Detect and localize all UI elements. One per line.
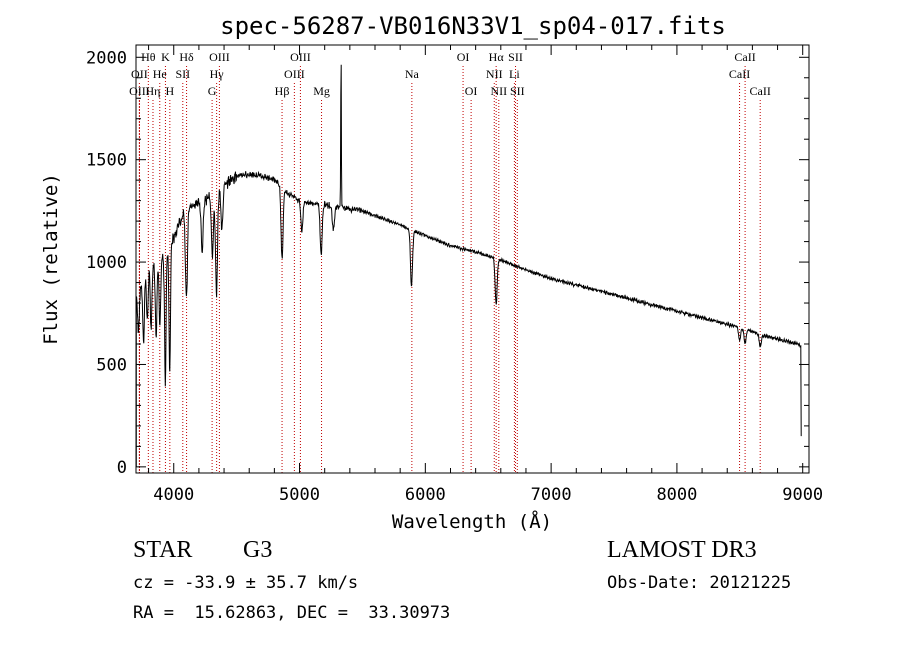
- line-label: SII: [175, 67, 190, 81]
- x-tick-label: 4000: [153, 485, 194, 505]
- y-tick-label: 1000: [86, 253, 127, 273]
- y-tick-label: 0: [117, 458, 127, 478]
- line-label: Li: [509, 67, 520, 81]
- chart-title: spec-56287-VB016N33V1_sp04-017.fits: [220, 12, 726, 40]
- line-label: NII: [486, 67, 503, 81]
- survey-name: LAMOST DR3: [607, 537, 757, 563]
- line-label: CaII: [729, 67, 750, 81]
- line-label: He: [153, 67, 167, 81]
- line-label: OIII: [129, 84, 150, 98]
- x-tick-label: 7000: [531, 485, 572, 505]
- line-label: SII: [508, 50, 523, 64]
- line-label: CaII: [734, 50, 755, 64]
- line-label: Mg: [313, 84, 330, 98]
- plot-frame: [135, 44, 810, 474]
- line-label: OIII: [290, 50, 311, 64]
- line-label: Hγ: [210, 67, 225, 81]
- line-label: Na: [405, 67, 420, 81]
- line-label: Hβ: [275, 84, 290, 98]
- line-label: OI: [465, 84, 478, 98]
- y-tick-label: 2000: [86, 48, 127, 68]
- spectrum-line: [135, 64, 802, 467]
- object-subclass: G3: [243, 537, 273, 563]
- x-tick-label: 9000: [782, 485, 823, 505]
- sky-coordinates: RA = 15.62863, DEC = 33.30973: [133, 603, 451, 623]
- line-label: Hα: [489, 50, 505, 64]
- line-label: SII: [510, 84, 525, 98]
- line-label: Hθ: [141, 50, 156, 64]
- line-label: CaII: [750, 84, 771, 98]
- y-tick-label: 1500: [86, 151, 127, 171]
- y-axis-label: Flux (relative): [40, 173, 62, 345]
- x-axis: 4000 5000 6000 7000 8000 9000: [148, 45, 823, 505]
- line-label: G: [208, 84, 217, 98]
- redshift-velocity: cz = -33.9 ± 35.7 km/s: [133, 573, 359, 593]
- line-label: NII: [490, 84, 507, 98]
- line-label: OI: [457, 50, 470, 64]
- line-label: OIII: [284, 67, 305, 81]
- line-label: Hδ: [179, 50, 194, 64]
- line-label: OII: [131, 67, 148, 81]
- line-label: OIII: [209, 50, 230, 64]
- line-label: K: [161, 50, 170, 64]
- object-class: STAR: [133, 537, 193, 563]
- x-tick-label: 5000: [279, 485, 320, 505]
- y-axis: 0 500 1000 1500 2000: [86, 48, 809, 478]
- y-tick-label: 500: [96, 355, 127, 375]
- line-label: H: [166, 84, 175, 98]
- spectral-line-markers: [138, 66, 761, 473]
- line-label: Hη: [146, 84, 161, 98]
- observation-date: Obs-Date: 20121225: [607, 573, 792, 593]
- x-axis-label: Wavelength (Å): [392, 510, 552, 533]
- x-tick-label: 8000: [656, 485, 697, 505]
- x-tick-label: 6000: [405, 485, 446, 505]
